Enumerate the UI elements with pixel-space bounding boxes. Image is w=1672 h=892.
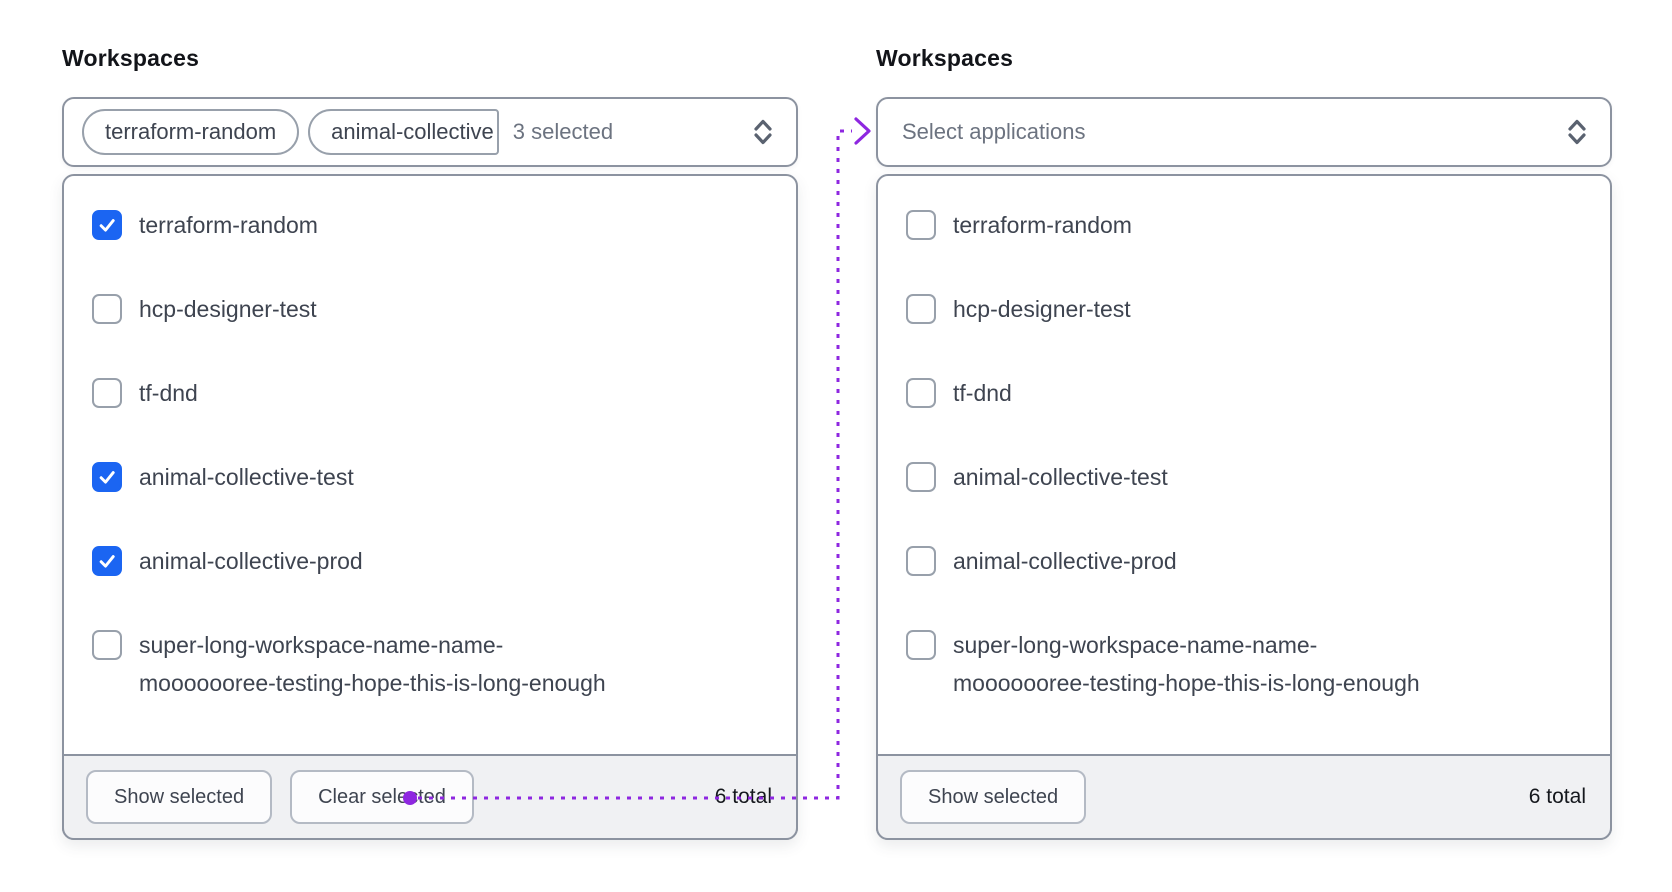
total-count-text: 6 total bbox=[1528, 785, 1586, 808]
select-placeholder: Select applications bbox=[902, 119, 1086, 144]
check-icon bbox=[99, 471, 115, 484]
checkbox[interactable] bbox=[92, 462, 122, 492]
clear-selected-button[interactable]: Clear selected bbox=[290, 770, 474, 824]
show-selected-button[interactable]: Show selected bbox=[86, 770, 273, 824]
connector-arrow-icon bbox=[854, 117, 871, 145]
checkbox[interactable] bbox=[906, 378, 936, 408]
checkbox[interactable] bbox=[92, 210, 122, 240]
item-label: super-long-workspace-name-name- moooooor… bbox=[953, 632, 1420, 696]
right-options-list: terraform-random hcp-designer-test bbox=[878, 176, 1610, 702]
item-label: terraform-random bbox=[953, 212, 1132, 238]
item-label: animal-collective-prod bbox=[953, 548, 1177, 574]
chevron-up-down-icon bbox=[754, 119, 772, 145]
left-options-list: terraform-random hcp-designer-test bbox=[64, 176, 796, 702]
left-dropdown-panel: terraform-random hcp-designer-test bbox=[62, 174, 798, 840]
checkbox[interactable] bbox=[906, 294, 936, 324]
checkbox[interactable] bbox=[906, 210, 936, 240]
show-selected-button[interactable]: Show selected bbox=[900, 770, 1087, 824]
right-workspaces-column: Workspaces Select applications bbox=[876, 44, 1612, 840]
right-panel-footer: Show selected 6 total bbox=[876, 754, 1612, 840]
list-item[interactable]: animal-collective-test bbox=[92, 458, 776, 496]
tag-terraform-random[interactable]: terraform-random bbox=[82, 109, 300, 155]
total-count-text: 6 total bbox=[714, 785, 772, 808]
list-item[interactable]: terraform-random bbox=[92, 206, 776, 244]
tag-animal-collective-clipped[interactable]: animal-collective bbox=[308, 109, 499, 155]
left-select-trigger[interactable]: terraform-random animal-collective 3 sel… bbox=[62, 97, 798, 167]
list-item[interactable]: hcp-designer-test bbox=[906, 290, 1590, 328]
checkbox[interactable] bbox=[92, 630, 122, 660]
list-item[interactable]: animal-collective-prod bbox=[906, 542, 1590, 580]
list-item[interactable]: hcp-designer-test bbox=[92, 290, 776, 328]
item-label: hcp-designer-test bbox=[953, 296, 1131, 322]
check-icon bbox=[99, 219, 115, 232]
checkbox[interactable] bbox=[906, 630, 936, 660]
check-icon bbox=[99, 555, 115, 568]
left-field-label: Workspaces bbox=[62, 45, 200, 71]
chevron-up-down-icon bbox=[1568, 119, 1586, 145]
list-item[interactable]: animal-collective-prod bbox=[92, 542, 776, 580]
checkbox[interactable] bbox=[92, 294, 122, 324]
item-label: tf-dnd bbox=[139, 380, 198, 406]
list-item[interactable]: super-long-workspace-name-name- moooooor… bbox=[906, 626, 1590, 702]
item-label: hcp-designer-test bbox=[139, 296, 317, 322]
checkbox[interactable] bbox=[906, 546, 936, 576]
list-item[interactable]: super-long-workspace-name-name- moooooor… bbox=[92, 626, 776, 702]
right-dropdown-panel: terraform-random hcp-designer-test bbox=[876, 174, 1612, 840]
left-workspaces-column: Workspaces terraform-random animal-colle… bbox=[62, 44, 798, 840]
item-label: tf-dnd bbox=[953, 380, 1012, 406]
list-item[interactable]: animal-collective-test bbox=[906, 458, 1590, 496]
list-item[interactable]: terraform-random bbox=[906, 206, 1590, 244]
right-field-label: Workspaces bbox=[876, 45, 1014, 71]
checkbox[interactable] bbox=[92, 546, 122, 576]
item-label: animal-collective-prod bbox=[139, 548, 363, 574]
list-item[interactable]: tf-dnd bbox=[92, 374, 776, 412]
selected-count-text: 3 selected bbox=[512, 119, 614, 144]
item-label: terraform-random bbox=[139, 212, 318, 238]
item-label: super-long-workspace-name-name- moooooor… bbox=[139, 632, 606, 696]
checkbox[interactable] bbox=[906, 462, 936, 492]
list-item[interactable]: tf-dnd bbox=[906, 374, 1590, 412]
right-select-trigger[interactable]: Select applications bbox=[876, 97, 1612, 167]
item-label: animal-collective-test bbox=[139, 464, 354, 490]
left-panel-footer: Show selected Clear selected 6 total bbox=[62, 754, 798, 840]
checkbox[interactable] bbox=[92, 378, 122, 408]
item-label: animal-collective-test bbox=[953, 464, 1168, 490]
